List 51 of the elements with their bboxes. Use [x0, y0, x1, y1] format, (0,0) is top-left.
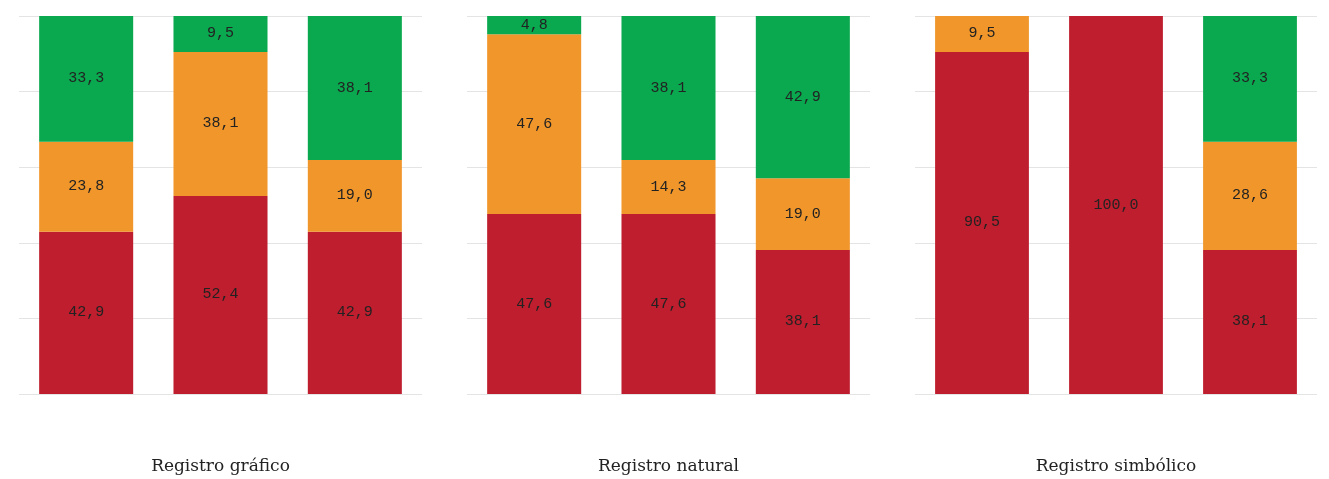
bar [621, 16, 716, 161]
bar [487, 214, 582, 394]
data-label: 23,8 [68, 178, 105, 196]
bar [755, 178, 850, 250]
bar [755, 249, 850, 394]
data-label: 42,9 [68, 304, 105, 322]
data-label: 47,6 [516, 115, 553, 133]
data-label: 33,3 [68, 70, 105, 88]
data-label: 38,1 [336, 79, 373, 97]
bar [621, 214, 716, 394]
bar [1203, 16, 1297, 142]
bar [39, 141, 134, 232]
data-label: 14,3 [650, 178, 687, 196]
x-axis-title: Registro gráfico [151, 454, 290, 475]
data-label: 47,6 [650, 295, 687, 313]
bar [173, 195, 268, 394]
bar [39, 16, 134, 142]
bar [307, 16, 402, 161]
data-label: 9,5 [206, 25, 235, 43]
data-label: 47,6 [516, 295, 553, 313]
data-label: 52,4 [202, 286, 239, 304]
data-label: 38,1 [202, 115, 239, 133]
data-label: 38,1 [1231, 313, 1269, 331]
data-label: 42,9 [784, 88, 821, 106]
data-label: 38,1 [784, 313, 821, 331]
data-label: 42,9 [336, 304, 373, 322]
data-label: 4,8 [520, 16, 548, 34]
bar [307, 231, 402, 394]
data-label: 28,6 [1231, 187, 1269, 205]
data-label: 33,3 [1231, 70, 1269, 88]
bar [1069, 16, 1163, 394]
x-axis-title: Registro simbólico [1035, 454, 1197, 475]
bar [307, 160, 402, 232]
bar [935, 16, 1029, 52]
bar [1203, 249, 1297, 394]
bar [1203, 141, 1297, 250]
bar [173, 16, 268, 52]
x-axis-title: Registro natural [597, 454, 740, 475]
bar [39, 231, 134, 394]
bar [487, 34, 582, 215]
data-label: 19,0 [336, 187, 373, 205]
bar [173, 51, 268, 196]
data-label: 38,1 [650, 79, 687, 97]
data-label: 100,0 [1093, 196, 1139, 214]
bar [621, 160, 716, 215]
bar [755, 16, 850, 179]
bar [935, 51, 1029, 394]
data-label: 9,5 [968, 25, 996, 43]
data-label: 19,0 [784, 205, 821, 223]
data-label: 90,5 [963, 214, 1001, 232]
bar [487, 16, 582, 35]
